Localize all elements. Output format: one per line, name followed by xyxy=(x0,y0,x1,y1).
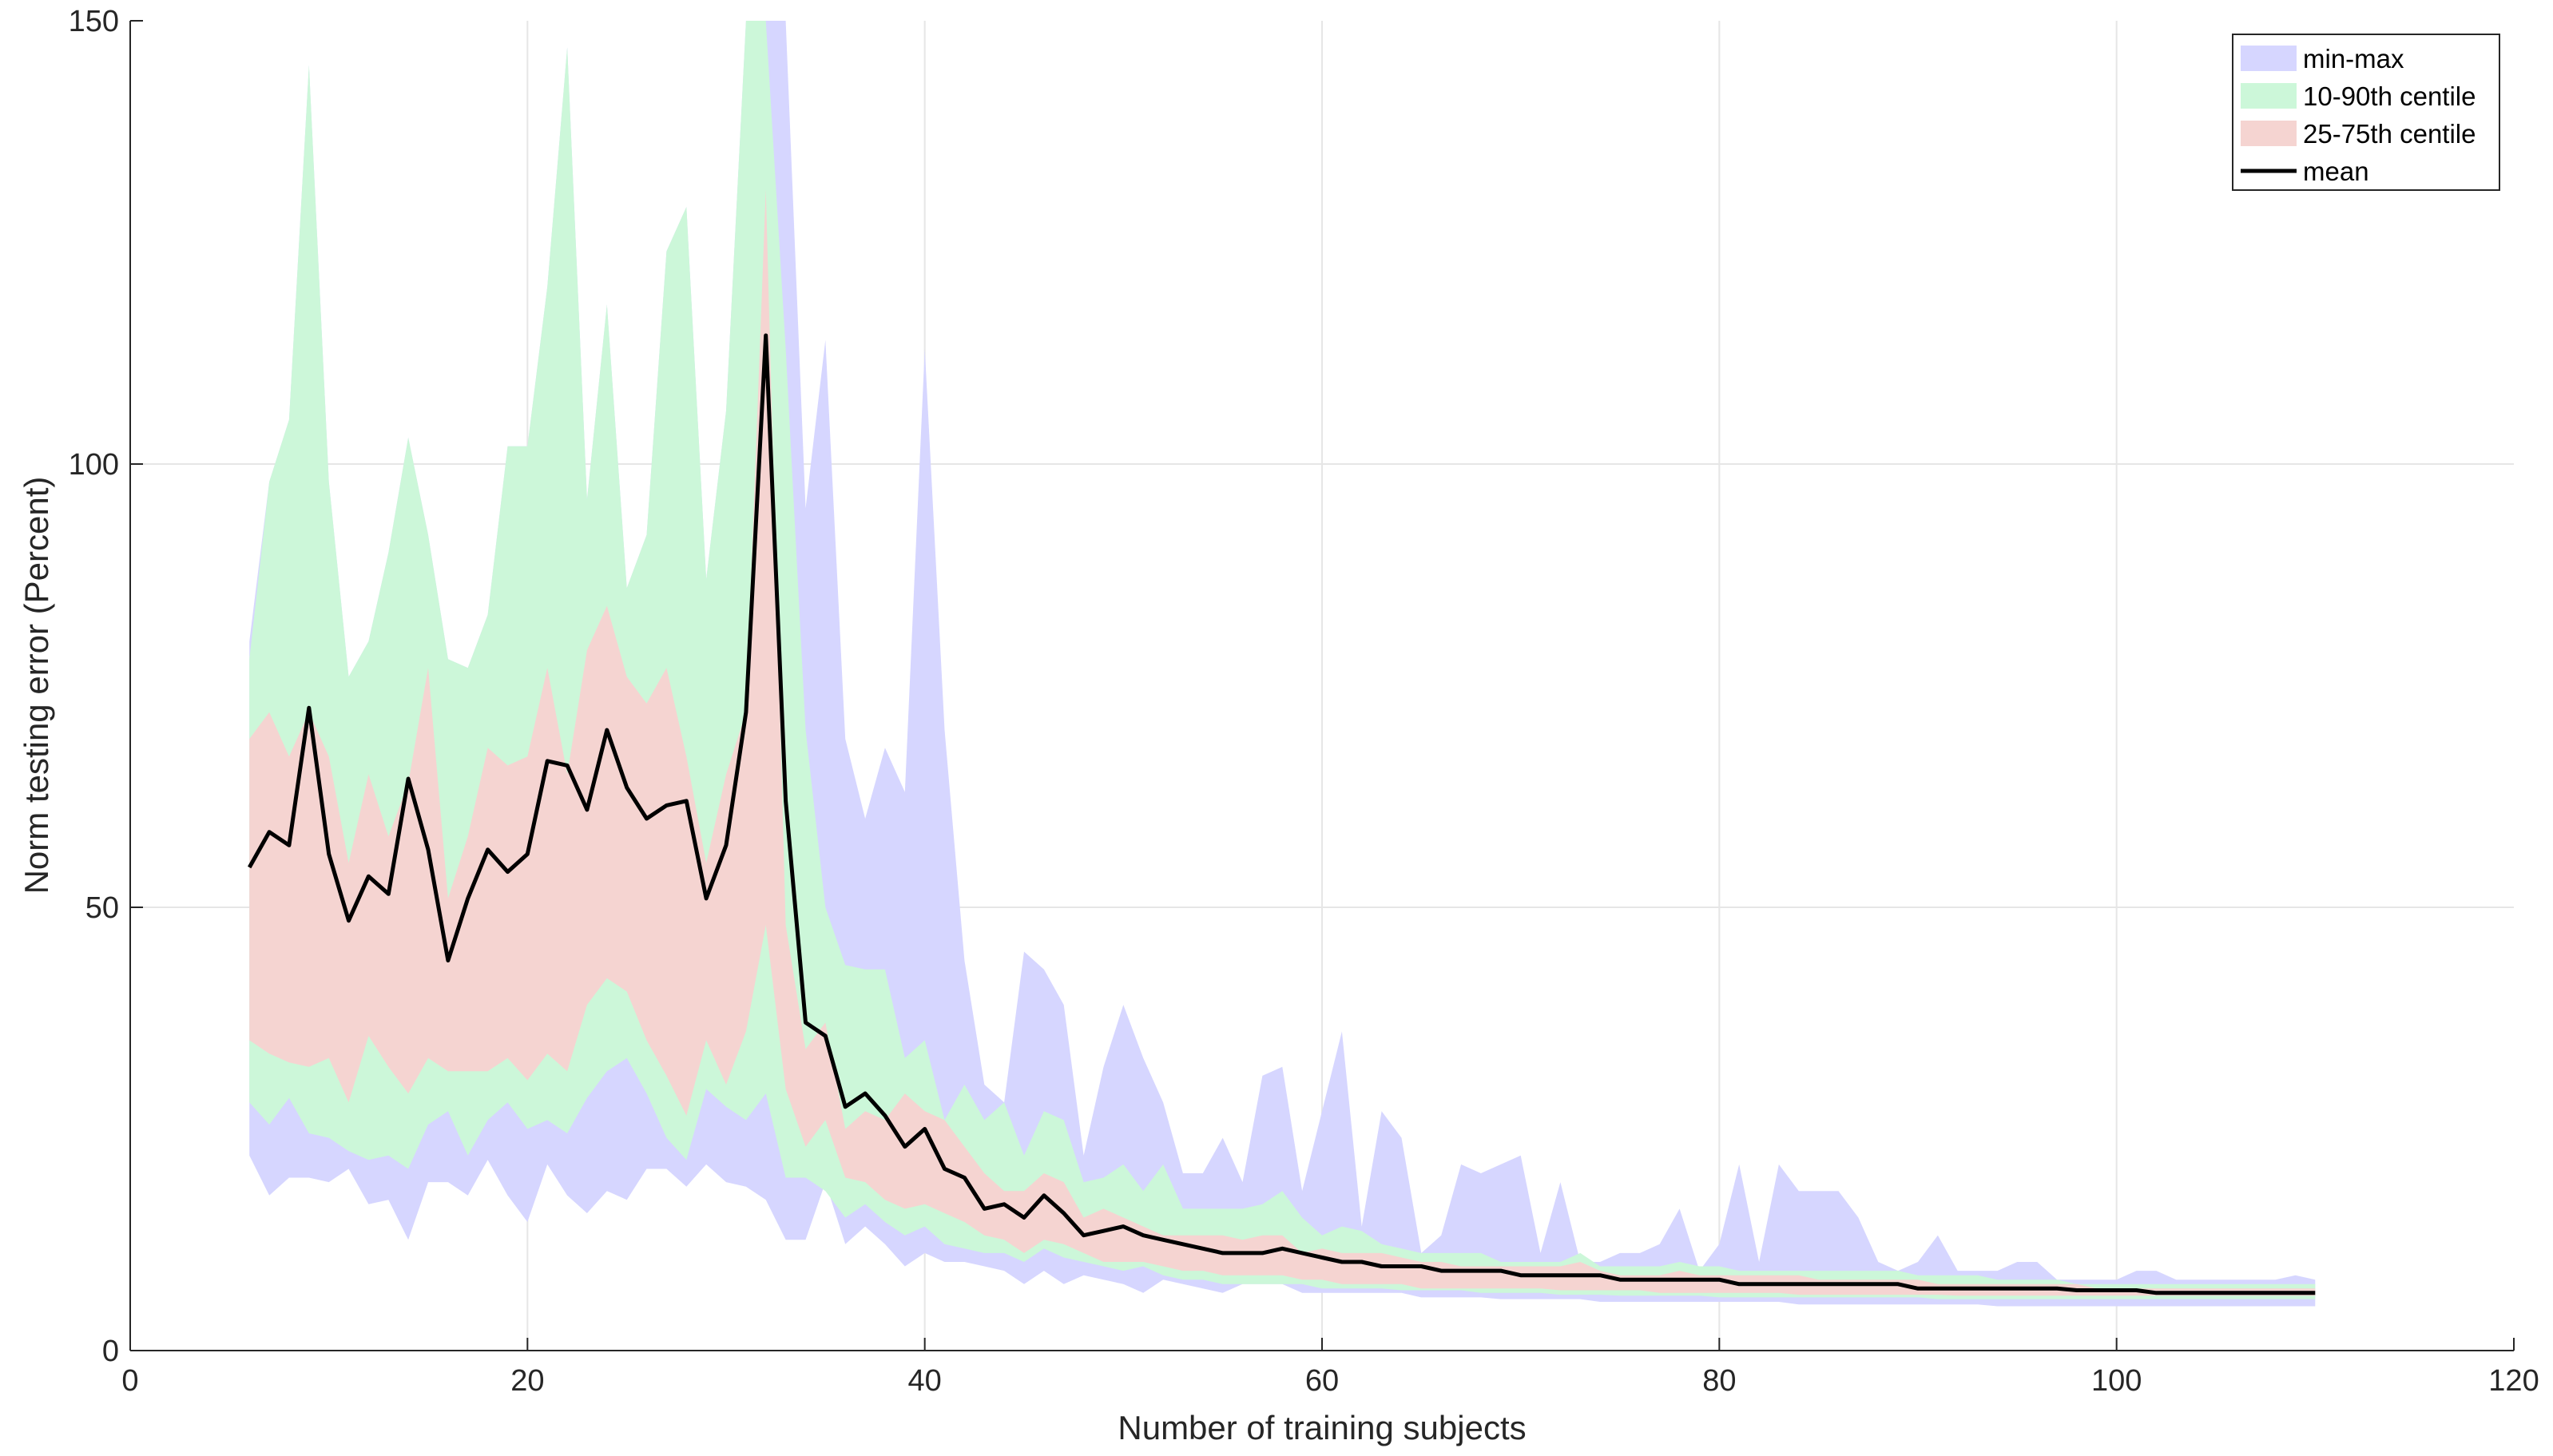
legend: min-max 10-90th centile 25-75th centile … xyxy=(2232,34,2500,191)
legend-label-p25p75: 25-75th centile xyxy=(2303,119,2476,149)
y-tick-label: 150 xyxy=(69,5,119,38)
x-tick-label: 0 xyxy=(121,1364,138,1398)
legend-label-mean: mean xyxy=(2303,157,2369,186)
mean-line xyxy=(248,333,2316,1295)
tick-labels: 0 20 40 60 80 100 120 0 50 100 150 xyxy=(69,5,2539,1398)
x-tick-label: 40 xyxy=(908,1364,942,1398)
x-tick-label: 80 xyxy=(1702,1364,1736,1398)
mean-line-layer xyxy=(248,333,2316,1295)
y-tick-label: 100 xyxy=(69,448,119,482)
legend-swatch-p25p75 xyxy=(2241,121,2297,146)
x-tick-label: 100 xyxy=(2091,1364,2142,1398)
band-25-75th-centile xyxy=(249,188,2316,1296)
y-tick-label: 0 xyxy=(102,1335,119,1368)
legend-swatch-p10p90 xyxy=(2241,83,2297,109)
legend-label-p10p90: 10-90th centile xyxy=(2303,81,2476,111)
x-tick-label: 20 xyxy=(510,1364,544,1398)
y-tick-label: 50 xyxy=(85,891,119,925)
legend-swatch-minmax xyxy=(2241,46,2297,71)
y-axis-label: Norm testing error (Percent) xyxy=(18,477,55,895)
x-tick-label: 120 xyxy=(2488,1364,2539,1398)
legend-label-minmax: min-max xyxy=(2303,44,2404,73)
x-tick-label: 60 xyxy=(1305,1364,1339,1398)
x-axis-label: Number of training subjects xyxy=(1118,1409,1526,1446)
axes xyxy=(129,20,2515,1351)
